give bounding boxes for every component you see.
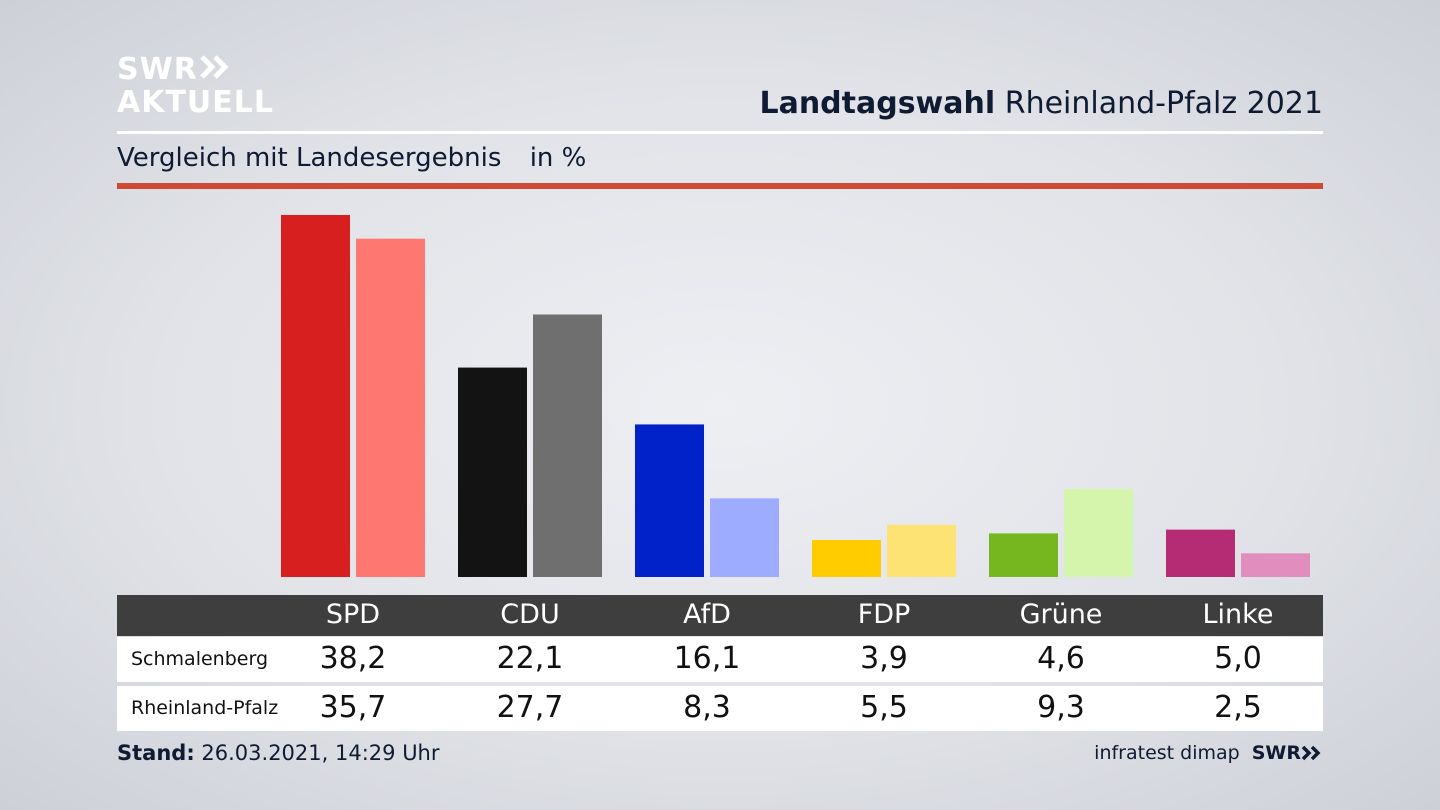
bar-gruene-schmalenberg xyxy=(989,533,1058,577)
title-bold: Landtagswahl xyxy=(759,86,996,121)
bar-cdu-rheinland-pfalz xyxy=(533,314,602,577)
table-header-row: SPD CDU AfD FDP Grüne Linke xyxy=(117,595,1323,636)
bar-gruene-rheinland-pfalz xyxy=(1064,488,1133,577)
value-fdp-schmalenberg: 3,9 xyxy=(860,641,908,676)
timestamp: Stand: 26.03.2021, 14:29 Uhr xyxy=(117,741,440,765)
row-label: Rheinland-Pfalz xyxy=(131,697,279,719)
table-row-rheinland-pfalz: Rheinland-Pfalz 35,7 27,7 8,3 5,5 9,3 2,5 xyxy=(117,686,1323,731)
row-label: Schmalenberg xyxy=(131,648,268,670)
value-linke-schmalenberg: 5,0 xyxy=(1214,641,1262,676)
column-header-cdu: CDU xyxy=(500,599,560,630)
logo-swr-text: SWR xyxy=(117,52,198,87)
column-header-gruene: Grüne xyxy=(1019,599,1103,630)
source-credit: infratest dimap SWR xyxy=(1094,742,1323,764)
subtitle-unit: in % xyxy=(529,143,587,173)
value-afd-rheinland-pfalz: 8,3 xyxy=(683,690,731,725)
bar-linke-rheinland-pfalz xyxy=(1241,553,1310,577)
logo-aktuell-text: AKTUELL xyxy=(117,85,275,120)
bar-afd-schmalenberg xyxy=(635,424,704,577)
stand-value: 26.03.2021, 14:29 Uhr xyxy=(201,741,440,765)
swr-brand-text: SWR xyxy=(1251,742,1301,764)
bar-spd-schmalenberg xyxy=(281,215,350,577)
bar-spd-rheinland-pfalz xyxy=(356,238,425,577)
double-chevron-icon xyxy=(200,55,230,85)
subtitle-text: Vergleich mit Landesergebnis xyxy=(117,143,502,173)
value-cdu-schmalenberg: 22,1 xyxy=(496,641,564,676)
stand-label: Stand: xyxy=(117,741,195,765)
value-spd-schmalenberg: 38,2 xyxy=(319,641,387,676)
bar-cdu-schmalenberg xyxy=(458,367,527,577)
chart-subtitle: Vergleich mit Landesergebnis in % xyxy=(117,143,586,173)
page-title: Landtagswahl Rheinland-Pfalz 2021 xyxy=(759,86,1323,121)
value-linke-rheinland-pfalz: 2,5 xyxy=(1214,690,1262,725)
double-chevron-icon xyxy=(1301,745,1321,761)
column-header-linke: Linke xyxy=(1202,599,1274,630)
value-afd-schmalenberg: 16,1 xyxy=(673,641,741,676)
accent-divider xyxy=(117,183,1323,189)
column-header-afd: AfD xyxy=(683,599,731,630)
value-fdp-rheinland-pfalz: 5,5 xyxy=(860,690,908,725)
value-gruene-schmalenberg: 4,6 xyxy=(1037,641,1085,676)
source-text: infratest dimap xyxy=(1094,742,1240,764)
bar-fdp-schmalenberg xyxy=(812,540,881,577)
bar-afd-rheinland-pfalz xyxy=(710,498,779,577)
title-rest: Rheinland-Pfalz 2021 xyxy=(1004,86,1323,121)
column-header-fdp: FDP xyxy=(857,599,911,630)
swr-aktuell-logo: SWR AKTUELL xyxy=(117,54,274,118)
bar-linke-schmalenberg xyxy=(1166,529,1235,577)
header-divider xyxy=(117,131,1323,134)
value-spd-rheinland-pfalz: 35,7 xyxy=(319,690,387,725)
bar-fdp-rheinland-pfalz xyxy=(887,524,956,577)
value-gruene-rheinland-pfalz: 9,3 xyxy=(1037,690,1085,725)
swr-brand: SWR xyxy=(1252,742,1323,764)
table-row-schmalenberg: Schmalenberg 38,2 22,1 16,1 3,9 4,6 5,0 xyxy=(117,637,1323,682)
column-header-spd: SPD xyxy=(325,599,381,630)
value-cdu-rheinland-pfalz: 27,7 xyxy=(496,690,564,725)
